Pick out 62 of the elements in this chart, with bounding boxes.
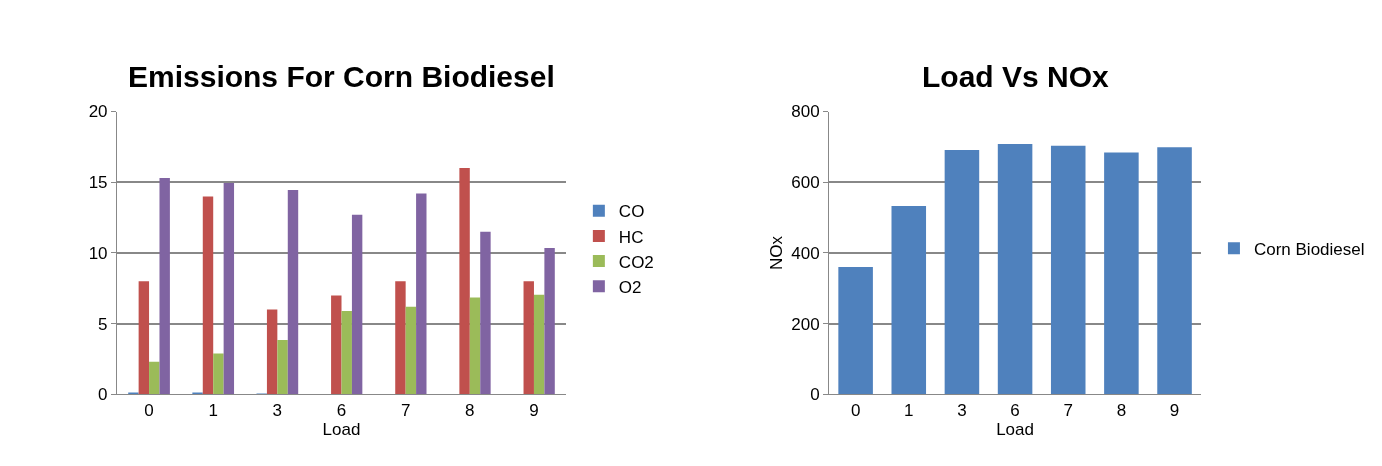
x-tick-label: 9 [1169, 400, 1180, 420]
bar [202, 196, 214, 395]
x-tick-label: 7 [400, 400, 411, 420]
chart-title: Load Vs NOx [922, 60, 1110, 93]
bar [533, 294, 545, 395]
bar [944, 150, 980, 395]
legend-label: CO [618, 202, 645, 222]
x-tick-label: 1 [208, 400, 218, 420]
x-axis-title: Load [996, 420, 1034, 440]
bar [416, 193, 427, 395]
y-tick-label: 200 [791, 314, 820, 334]
legend-label: O2 [618, 277, 642, 297]
bar [838, 267, 873, 395]
x-tick-label: 8 [465, 400, 475, 420]
x-tick-label: 9 [529, 400, 539, 420]
y-tick-label: 20 [88, 102, 108, 122]
x-tick-label: 8 [1116, 400, 1127, 420]
y-tick-label: 5 [98, 314, 108, 334]
x-tick-label: 3 [957, 400, 967, 420]
bar [159, 178, 170, 395]
bar [138, 281, 150, 395]
y-axis-title: NOx [766, 235, 786, 270]
y-tick-label: 0 [810, 385, 820, 405]
bar [997, 144, 1033, 395]
bar [523, 281, 534, 395]
bar [341, 310, 352, 395]
bar [277, 339, 288, 395]
bar [266, 309, 278, 395]
x-tick-label: 7 [1063, 400, 1073, 420]
bar [459, 168, 470, 395]
x-axis-title: Load [322, 420, 361, 440]
chart-title: Emissions For Corn Biodiesel [128, 60, 555, 93]
bar [223, 182, 235, 395]
y-tick-label: 0 [98, 385, 108, 405]
bar [469, 297, 481, 395]
x-tick-label: 6 [336, 400, 347, 420]
y-tick-label: 10 [88, 243, 108, 263]
bar [1050, 145, 1086, 395]
y-tick-label: 600 [791, 173, 820, 193]
y-tick-label: 15 [88, 173, 108, 193]
bar [1157, 147, 1192, 395]
x-tick-label: 3 [272, 400, 283, 420]
x-tick-label: 6 [1010, 400, 1020, 420]
bar [891, 205, 927, 395]
bar [1104, 152, 1139, 395]
y-tick-label: 400 [791, 243, 820, 263]
x-tick-label: 1 [904, 400, 914, 420]
bar [287, 190, 299, 395]
bar [405, 306, 417, 395]
legend-label: CO2 [618, 252, 654, 272]
x-tick-label: 0 [144, 400, 154, 420]
bar [395, 281, 406, 395]
legend-label: Corn Biodiesel [1253, 239, 1365, 259]
bar [213, 353, 224, 395]
bar [544, 248, 555, 395]
bar [149, 361, 160, 395]
bar [480, 231, 491, 395]
bar [351, 214, 363, 395]
legend-label: HC [618, 227, 644, 247]
bar [331, 295, 342, 395]
x-tick-label: 0 [850, 400, 861, 420]
y-tick-label: 800 [791, 102, 820, 122]
